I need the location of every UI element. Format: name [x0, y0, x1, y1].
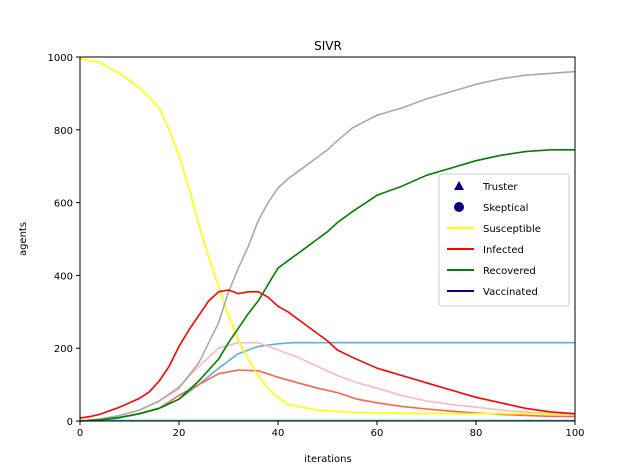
x-axis-label: iterations [304, 454, 351, 465]
x-tick-label: 40 [272, 428, 285, 439]
legend-label: Infected [483, 245, 524, 256]
x-axis-ticks: 0 20 40 60 80 100 [77, 421, 585, 439]
y-tick-label: 1000 [48, 53, 73, 64]
x-tick-label: 60 [371, 428, 384, 439]
series-line-total [79, 70, 576, 422]
chart-title: SIVR [314, 39, 342, 53]
series-lines [79, 58, 576, 422]
legend-marker-circle [454, 202, 464, 212]
x-tick-label: 100 [565, 428, 584, 439]
legend-box [438, 173, 570, 307]
legend-label: Skeptical [483, 203, 528, 214]
y-axis-ticks: 0 200 400 600 800 1000 [48, 53, 80, 428]
y-tick-label: 800 [54, 126, 73, 137]
legend-label: Truster [482, 182, 518, 193]
y-tick-label: 600 [54, 199, 73, 210]
series-line-susceptible [79, 58, 575, 415]
x-tick-label: 0 [77, 428, 83, 439]
x-tick-label: 80 [470, 428, 483, 439]
x-tick-label: 20 [173, 428, 186, 439]
y-tick-label: 0 [67, 417, 73, 428]
y-tick-label: 400 [54, 271, 73, 282]
series-line-infected [79, 289, 576, 419]
plot-frame [79, 56, 576, 422]
y-tick-label: 200 [54, 344, 73, 355]
legend-label: Recovered [483, 266, 536, 277]
legend: Truster Skeptical Susceptible Infected Recov… [438, 173, 570, 307]
y-axis-label: agents [18, 222, 29, 256]
legend-label: Susceptible [483, 224, 541, 235]
legend-label: Vaccinated [483, 287, 538, 298]
legend-marker-triangle [454, 181, 464, 190]
series-line-recovered [79, 149, 575, 422]
